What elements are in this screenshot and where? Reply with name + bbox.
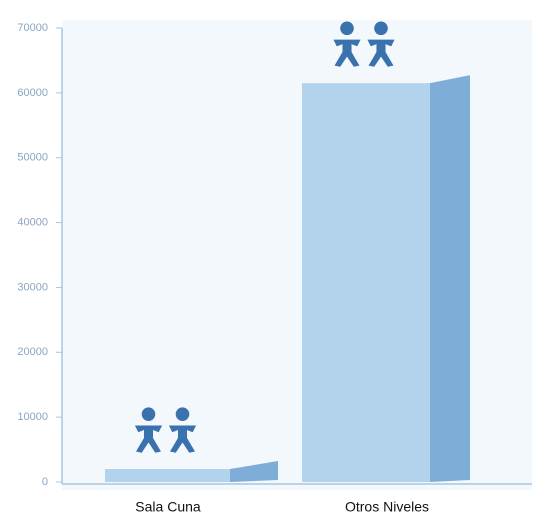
bar-side — [230, 461, 278, 482]
y-tick-label: 0 — [42, 476, 48, 488]
x-tick-label: Otros Niveles — [345, 499, 429, 515]
x-tick-label: Sala Cuna — [135, 499, 201, 515]
bar — [105, 469, 230, 482]
y-tick-label: 50000 — [17, 152, 48, 164]
bar-side — [430, 75, 470, 482]
y-tick-label: 10000 — [17, 411, 48, 423]
y-tick-label: 70000 — [17, 22, 48, 34]
y-tick-label: 60000 — [17, 87, 48, 99]
y-tick-label: 30000 — [17, 281, 48, 293]
y-tick-label: 40000 — [17, 216, 48, 228]
bar — [302, 83, 430, 482]
y-tick-label: 20000 — [17, 346, 48, 358]
